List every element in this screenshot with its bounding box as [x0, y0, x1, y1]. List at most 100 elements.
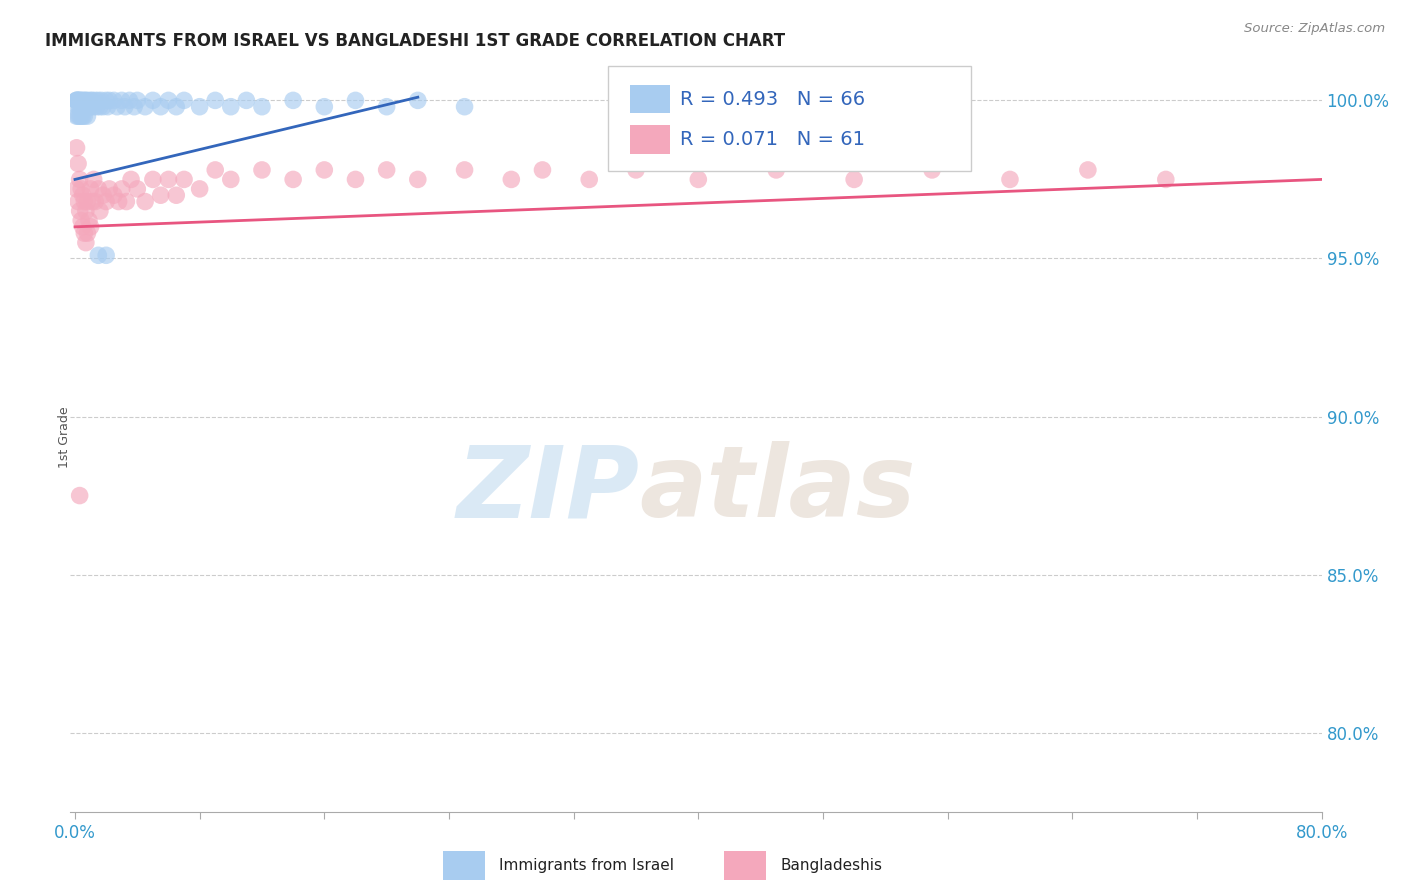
Point [73, 226, 96, 240]
Point [91, 100, 114, 114]
Point [65, 109, 87, 123]
Point [94, 94, 117, 108]
Point [406, 172, 429, 186]
Point [111, 94, 134, 108]
Point [89, 204, 111, 219]
Text: Bangladeshis: Bangladeshis [780, 858, 883, 872]
Bar [443, 851, 485, 880]
Point [127, 182, 149, 196]
Point [531, 163, 554, 178]
Point [75, 100, 97, 114]
Point [67, 156, 90, 170]
Point [921, 163, 943, 178]
Point [120, 172, 142, 186]
Point [111, 182, 134, 196]
Point [79, 182, 101, 196]
Point [75, 235, 97, 250]
Point [67, 94, 90, 108]
Point [65, 141, 87, 155]
Point [250, 100, 273, 114]
Point [72, 109, 94, 123]
FancyBboxPatch shape [609, 66, 972, 171]
Point [94, 194, 117, 209]
Point [149, 100, 172, 114]
Point [73, 100, 96, 114]
Point [83, 172, 105, 186]
Point [76, 94, 98, 108]
Bar [630, 85, 669, 113]
Point [65, 94, 87, 108]
Point [94, 248, 117, 262]
Point [406, 94, 429, 108]
Point [314, 163, 336, 178]
Point [173, 94, 195, 108]
Point [624, 163, 647, 178]
Point [103, 188, 125, 202]
Point [281, 94, 304, 108]
Point [578, 172, 600, 186]
Point [82, 94, 104, 108]
Point [84, 194, 107, 209]
Point [82, 194, 104, 209]
Point [235, 94, 257, 108]
Point [118, 94, 141, 108]
Point [65, 94, 87, 108]
Point [67, 109, 90, 123]
Point [204, 94, 226, 108]
Point [114, 100, 136, 114]
Point [165, 100, 187, 114]
Bar [724, 851, 766, 880]
Point [842, 172, 865, 186]
Point [98, 94, 121, 108]
Point [501, 172, 523, 186]
Point [70, 213, 93, 227]
Point [453, 100, 475, 114]
Point [84, 94, 107, 108]
Point [90, 94, 112, 108]
Point [67, 94, 90, 108]
Point [72, 100, 94, 114]
Point [69, 94, 91, 108]
Point [122, 100, 145, 114]
Point [75, 94, 97, 108]
Text: Source: ZipAtlas.com: Source: ZipAtlas.com [1244, 22, 1385, 36]
Bar [630, 126, 669, 153]
Point [173, 172, 195, 186]
Point [73, 194, 96, 209]
Point [69, 489, 91, 503]
Y-axis label: 1st Grade: 1st Grade [58, 406, 72, 468]
Point [69, 94, 91, 108]
Point [83, 100, 105, 114]
Point [65, 94, 87, 108]
Point [134, 194, 156, 209]
Point [76, 194, 98, 209]
Point [107, 194, 129, 209]
Point [127, 94, 149, 108]
Point [1077, 163, 1099, 178]
Point [87, 182, 110, 196]
Point [79, 100, 101, 114]
Point [157, 172, 180, 186]
Point [67, 100, 90, 114]
Point [688, 172, 710, 186]
Point [76, 100, 98, 114]
Point [998, 172, 1021, 186]
Point [69, 172, 91, 186]
Point [344, 172, 367, 186]
Point [76, 109, 98, 123]
Point [219, 172, 242, 186]
Point [281, 172, 304, 186]
Point [1154, 172, 1177, 186]
Point [765, 163, 787, 178]
Point [87, 248, 110, 262]
Point [67, 194, 90, 209]
Point [69, 204, 91, 219]
Point [188, 100, 211, 114]
Text: ZIP: ZIP [457, 441, 640, 538]
Point [149, 188, 172, 202]
Text: atlas: atlas [640, 441, 917, 538]
Point [134, 100, 156, 114]
Point [87, 94, 110, 108]
Point [70, 94, 93, 108]
Point [69, 100, 91, 114]
